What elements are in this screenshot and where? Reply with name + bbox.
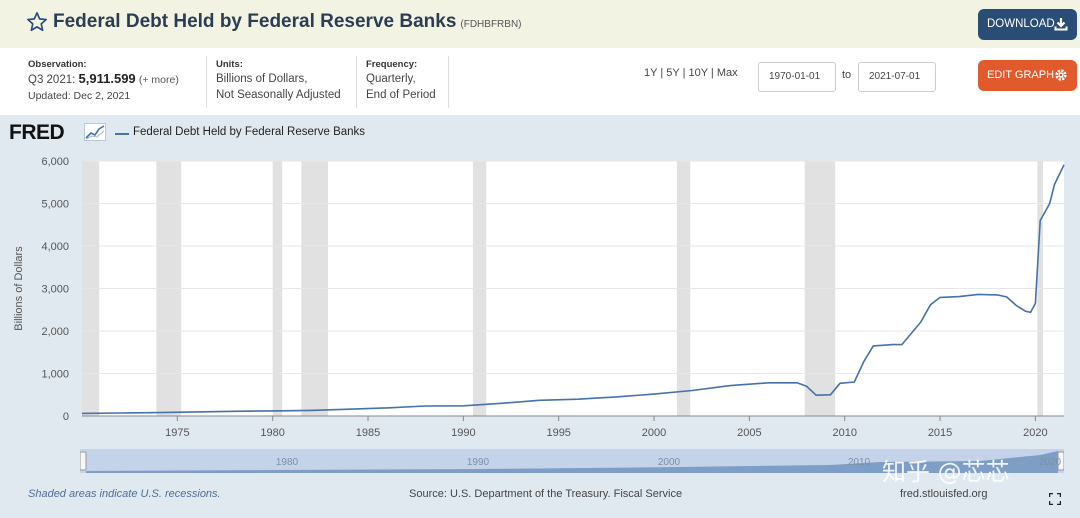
y-tick-label: 5,000 [41,199,69,211]
fred-url[interactable]: fred.stlouisfed.org [900,488,988,500]
observation-info: Observation: Q3 2021: 5,911.599 (+ more)… [28,58,206,108]
frequency-info: Frequency: Quarterly, End of Period [366,58,450,103]
observation-label: Observation: [28,59,87,70]
frequency-label: Frequency: [366,59,418,70]
x-tick-label: 2020 [1023,427,1047,439]
series-line [81,164,1065,415]
x-tick-label: 2005 [737,427,761,439]
navigator-right-handle[interactable] [1057,451,1064,471]
x-tick-label: 2010 [832,427,856,439]
range-10y[interactable]: 10Y [688,67,708,79]
header-bar: Federal Debt Held by Federal Reserve Ban… [0,0,1080,48]
recession-note: Shaded areas indicate U.S. recessions. [28,488,221,500]
x-tick-label: 1995 [546,427,570,439]
legend-label: Federal Debt Held by Federal Reserve Ban… [133,126,366,138]
units-value-2: Not Seasonally Adjusted [216,89,341,101]
navigator-label: 1990 [467,457,490,468]
y-tick-label: 2,000 [41,326,69,338]
gear-icon [1055,69,1067,81]
navigator-label: 2020 [1039,457,1062,468]
end-date-input[interactable]: 2021-07-01 [858,62,936,92]
navigator-label: 2000 [658,457,681,468]
y-tick-label: 6,000 [41,156,69,168]
x-tick-label: 2000 [642,427,666,439]
edit-graph-label: EDIT GRAPH [987,69,1055,81]
page-title: Federal Debt Held by Federal Reserve Ban… [53,11,522,33]
start-date-input[interactable]: 1970-01-01 [758,62,836,92]
fullscreen-icon[interactable] [1049,493,1061,505]
range-5y[interactable]: 5Y [666,67,680,79]
fred-logo: FRED [9,121,65,144]
navigator-left-handle[interactable] [80,451,87,471]
units-label: Units: [216,59,243,70]
y-axis-label: Billions of Dollars [13,246,25,331]
frequency-value-2: End of Period [366,89,436,101]
divider [448,56,449,108]
observation-period: Q3 2021: [28,74,76,86]
x-tick-label: 1990 [451,427,475,439]
frequency-value-1: Quarterly, [366,73,416,85]
more-link[interactable]: (+ more) [138,74,179,86]
watermark: 知乎 @芯芯 [882,458,1010,486]
x-tick-label: 2015 [928,427,952,439]
y-tick-label: 3,000 [41,284,69,296]
updated-date: Updated: Dec 2, 2021 [28,90,131,102]
line-chart: 0 1,000 2,000 3,000 4,000 5,000 6,000 1975 1980 1… [13,156,1065,439]
edit-graph-button[interactable]: EDIT GRAPH [978,60,1077,91]
navigator-series-area [86,451,1058,473]
download-label: DOWNLOAD [987,18,1055,30]
series-title: Federal Debt Held by Federal Reserve Ban… [53,11,457,32]
series-id: (FDHBFRBN) [460,19,522,30]
x-tick-label: 1980 [260,427,284,439]
source-text: Source: U.S. Department of the Treasury.… [409,488,683,500]
range-navigator[interactable]: 1980 1990 2000 2010 2020 [80,449,1064,473]
download-button[interactable]: DOWNLOAD [978,9,1077,40]
units-value-1: Billions of Dollars, [216,73,308,85]
observation-value: 5,911.599 [78,71,136,86]
y-tick-label: 0 [63,411,69,423]
download-icon [1054,18,1068,31]
x-tick-label: 1975 [165,427,189,439]
divider [206,56,207,108]
date-to-label: to [842,69,852,81]
y-tick-label: 4,000 [41,241,69,253]
range-1y[interactable]: 1Y [644,67,658,79]
divider [356,56,357,108]
x-tick-label: 1985 [356,427,380,439]
favorite-star-icon[interactable] [26,11,48,33]
range-max[interactable]: Max [716,67,738,79]
legend-line-swatch [115,133,129,135]
navigator-label: 2010 [848,457,871,468]
navigator-label: 1980 [276,457,299,468]
range-selector: 1Y | 5Y | 10Y | Max [644,67,738,79]
y-tick-label: 1,000 [41,369,69,381]
fred-logo-graph-icon [84,123,106,141]
units-info: Units: Billions of Dollars, Not Seasonal… [216,58,354,103]
